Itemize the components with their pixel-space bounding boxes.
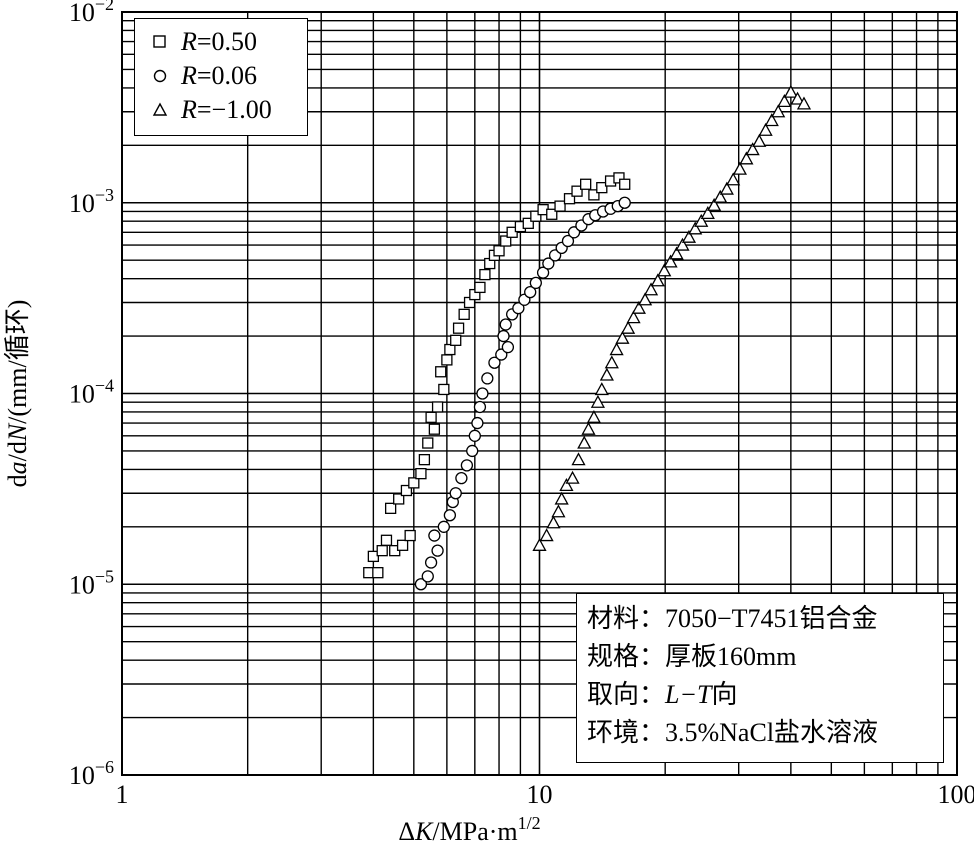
square-data-point: [409, 478, 419, 488]
triangle-marker-icon: [149, 100, 171, 120]
test-info-box: 材料：7050−T7451铝合金 规格：厚板160mm 取向：L−T向 环境：3…: [576, 593, 944, 763]
circle-marker-icon: [149, 66, 171, 86]
circle-data-point: [444, 510, 455, 521]
circle-data-point: [498, 331, 509, 342]
square-data-point: [454, 323, 464, 333]
legend-item-r006: R=0.06: [149, 59, 307, 93]
triangle-data-point: [552, 506, 564, 517]
square-data-point: [405, 531, 415, 541]
circle-data-point: [619, 197, 630, 208]
material-line: 材料：7050−T7451铝合金: [587, 600, 933, 638]
circle-data-point: [500, 319, 511, 330]
square-data-point: [494, 246, 504, 256]
square-data-point: [480, 270, 490, 280]
circle-data-point: [456, 473, 467, 484]
triangle-data-point: [727, 174, 739, 185]
square-data-point: [475, 282, 485, 292]
circle-data-point: [530, 277, 541, 288]
triangle-data-point: [596, 383, 608, 394]
circle-data-point: [422, 571, 433, 582]
triangle-data-point: [611, 344, 623, 355]
x-tick-label: 1: [116, 780, 129, 809]
square-data-point: [426, 412, 436, 422]
square-data-point: [555, 201, 565, 211]
y-axis-label: da/dN/(mm/循环): [3, 300, 32, 488]
square-data-point: [377, 546, 387, 556]
legend-r-symbol: R: [181, 25, 197, 59]
x-tick-label: 100: [938, 780, 974, 809]
triangle-data-point: [541, 530, 553, 541]
triangle-data-point: [556, 493, 568, 504]
series-triangle: [534, 86, 810, 550]
square-data-point: [439, 384, 449, 394]
circle-data-point: [467, 445, 478, 456]
circle-data-point: [482, 373, 493, 384]
triangle-data-point: [547, 517, 559, 528]
square-data-point: [436, 367, 446, 377]
triangle-data-point: [753, 135, 765, 146]
legend-r-symbol: R: [181, 93, 197, 127]
triangle-data-point: [734, 163, 746, 174]
square-data-point: [381, 535, 391, 545]
y-tick-label: 10−2: [69, 0, 114, 27]
triangle-data-point: [622, 322, 634, 333]
y-tick-label: 10−4: [69, 376, 114, 409]
legend-value: =−1.00: [197, 93, 272, 127]
circle-data-point: [502, 342, 513, 353]
triangle-data-point: [606, 357, 618, 368]
legend-value: =0.50: [197, 25, 257, 59]
circle-data-point: [477, 388, 488, 399]
triangle-data-point: [567, 472, 579, 483]
square-data-point: [451, 335, 461, 345]
legend-value: =0.06: [197, 59, 257, 93]
square-data-point: [445, 345, 455, 355]
square-data-point: [429, 424, 439, 434]
square-data-point: [373, 568, 383, 578]
triangle-data-point: [578, 437, 590, 448]
marks-layer: [364, 86, 810, 590]
series-square: [364, 173, 630, 578]
triangle-data-point: [573, 454, 585, 465]
circle-data-point: [426, 557, 437, 568]
square-data-point: [433, 402, 443, 412]
legend-item-rm100: R=−1.00: [149, 93, 307, 127]
environment-line: 环境：3.5%NaCl盐水溶液: [587, 714, 933, 752]
orientation-value: L−T: [665, 680, 711, 709]
triangle-data-point: [639, 294, 651, 305]
orientation-suffix: 向: [711, 680, 737, 709]
square-data-point: [620, 179, 630, 189]
x-axis-label: ΔK/MPa·m1/2: [398, 813, 540, 846]
spec-line: 规格：厚板160mm: [587, 638, 933, 676]
legend-item-r050: R=0.50: [149, 25, 307, 59]
triangle-data-point: [601, 369, 613, 380]
orientation-prefix: 取向：: [587, 680, 665, 709]
square-data-point: [459, 309, 469, 319]
circle-data-point: [432, 545, 443, 556]
orientation-line: 取向：L−T向: [587, 676, 933, 714]
legend-r-symbol: R: [181, 59, 197, 93]
y-tick-label: 10−3: [69, 185, 114, 218]
square-data-point: [416, 469, 426, 479]
square-marker-icon: [149, 32, 171, 52]
y-tick-label: 10−6: [69, 757, 114, 790]
circle-data-point: [450, 488, 461, 499]
y-tick-label: 10−5: [69, 566, 114, 599]
triangle-data-point: [582, 423, 594, 434]
circle-data-point: [472, 418, 483, 429]
square-data-point: [423, 438, 433, 448]
legend: R=0.50 R=0.06 R=−1.00: [134, 18, 308, 136]
triangle-data-point: [588, 411, 600, 422]
circle-data-point: [469, 430, 480, 441]
x-tick-label: 10: [527, 780, 553, 809]
square-data-point: [419, 455, 429, 465]
circle-data-point: [461, 460, 472, 471]
square-data-point: [442, 355, 452, 365]
circle-data-point: [429, 530, 440, 541]
square-data-point: [386, 503, 396, 513]
square-data-point: [581, 179, 591, 189]
square-data-point: [398, 540, 408, 550]
circle-data-point: [474, 401, 485, 412]
circle-data-point: [438, 521, 449, 532]
